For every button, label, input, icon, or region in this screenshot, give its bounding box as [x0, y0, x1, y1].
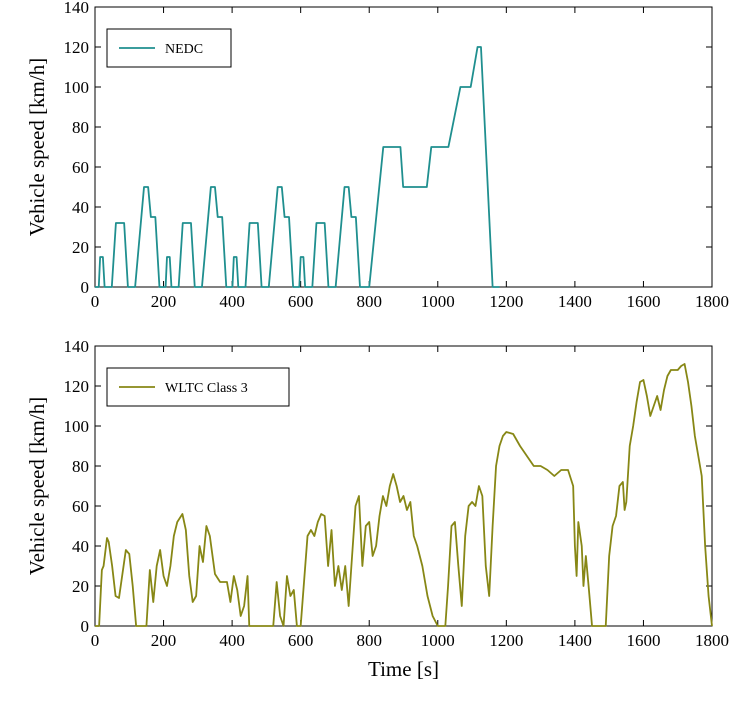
y-tick-label: 120 [64, 377, 90, 396]
y-tick-label: 40 [72, 198, 89, 217]
y-tick-label: 100 [64, 417, 90, 436]
y-tick-label: 140 [64, 337, 90, 356]
x-tick-label: 0 [91, 292, 100, 311]
x-tick-label: 1400 [558, 631, 592, 650]
x-tick-label: 200 [151, 631, 177, 650]
y-tick-label: 60 [72, 158, 89, 177]
series-line [95, 363, 713, 627]
y-tick-label: 80 [72, 457, 89, 476]
x-tick-label: 600 [288, 631, 314, 650]
y-tick-label: 20 [72, 577, 89, 596]
x-tick-label: 400 [219, 631, 245, 650]
x-tick-label: 800 [356, 292, 382, 311]
x-tick-label: 0 [91, 631, 100, 650]
y-tick-label: 20 [72, 238, 89, 257]
series-line [95, 46, 500, 288]
x-tick-label: 1800 [695, 631, 729, 650]
x-tick-label: 200 [151, 292, 177, 311]
legend-box [106, 367, 290, 407]
y-axis-label: Vehicle speed [km/h] [25, 397, 49, 575]
x-tick-label: 1200 [489, 292, 523, 311]
plot-frame [94, 345, 713, 627]
x-tick-label: 1800 [695, 292, 729, 311]
y-tick-label: 40 [72, 537, 89, 556]
y-tick-label: 0 [81, 617, 90, 636]
x-tick-label: 1000 [421, 631, 455, 650]
x-tick-label: 1000 [421, 292, 455, 311]
x-axis-label: Time [s] [368, 657, 439, 681]
y-axis-label: Vehicle speed [km/h] [25, 58, 49, 236]
y-tick-label: 80 [72, 118, 89, 137]
x-tick-label: 1400 [558, 292, 592, 311]
x-tick-label: 800 [356, 631, 382, 650]
plot-frame [94, 6, 713, 288]
x-tick-label: 400 [219, 292, 245, 311]
x-tick-label: 1600 [626, 631, 660, 650]
y-tick-label: 120 [64, 38, 90, 57]
y-tick-label: 100 [64, 78, 90, 97]
legend-label: WLTC Class 3 [165, 381, 248, 396]
x-tick-label: 600 [288, 292, 314, 311]
x-tick-label: 1600 [626, 292, 660, 311]
x-tick-label: 1200 [489, 631, 523, 650]
legend-label: NEDC [165, 42, 203, 57]
y-tick-label: 140 [64, 0, 90, 17]
y-tick-label: 0 [81, 278, 90, 297]
y-tick-label: 60 [72, 497, 89, 516]
